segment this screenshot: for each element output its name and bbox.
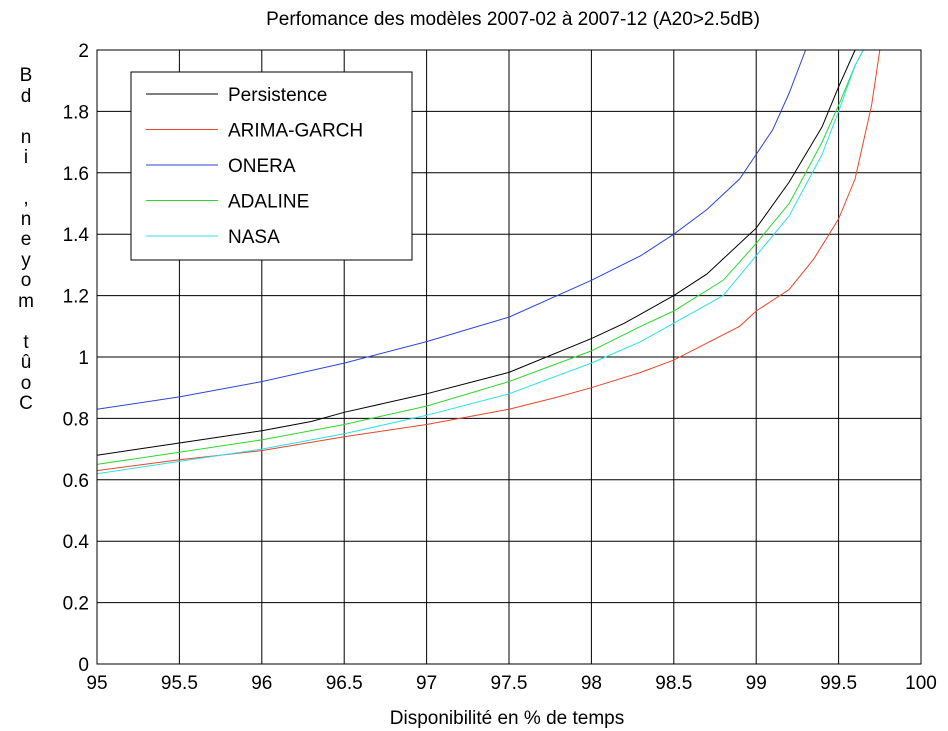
chart-title: Perfomance des modèles 2007-02 à 2007-12… — [266, 9, 760, 30]
series-line-persistence — [96, 49, 856, 456]
y-axis-label-glyph: B — [19, 65, 33, 86]
series-line-arima-garch — [96, 49, 881, 472]
y-tick-label: 1.4 — [63, 225, 90, 246]
legend-label: NASA — [228, 227, 280, 248]
y-tick-label: 0.6 — [63, 471, 89, 492]
legend: Persistence ARIMA-GARCH ONERA ADALINE NASA — [130, 71, 413, 261]
y-tick-label: 2 — [78, 41, 89, 62]
legend-box — [130, 71, 413, 261]
y-axis-label-glyph: n — [20, 126, 32, 148]
legend-label: ADALINE — [228, 192, 309, 213]
legend-label: ARIMA-GARCH — [228, 121, 363, 142]
plot-frame — [96, 49, 922, 665]
legend-label: Persistence — [228, 85, 327, 106]
y-axis-label-glyph: n — [20, 208, 32, 230]
y-axis-label-glyph: m — [18, 290, 34, 312]
x-tick-label: 96 — [251, 673, 272, 694]
y-tick-label: 1.8 — [63, 102, 89, 123]
x-axis-label: Disponibilité en % de temps — [390, 708, 624, 729]
y-tick-label: 1.6 — [63, 164, 89, 185]
x-tick-labels: 95 95.5 96 96.5 97 97.5 98 98.5 99 99.5 100 — [86, 673, 936, 694]
x-tick-label: 98.5 — [655, 673, 692, 694]
y-axis-label-glyph — [16, 107, 36, 128]
x-tick-label: 100 — [905, 673, 937, 694]
y-axis-label-glyph: C — [19, 393, 33, 414]
y-tick-label: 1.2 — [63, 287, 89, 308]
y-axis-label-glyph: , — [23, 188, 29, 209]
y-axis-label-glyph: e — [20, 229, 32, 250]
x-tick-label: 97.5 — [491, 673, 528, 694]
y-axis-label-glyph: y — [21, 249, 31, 271]
y-axis-label-glyph: o — [20, 372, 32, 394]
x-tick-label: 98 — [581, 673, 602, 694]
series-line-onera — [96, 49, 807, 410]
legend-items: Persistence ARIMA-GARCH ONERA ADALINE NASA — [146, 85, 363, 248]
y-tick-label: 0.4 — [63, 532, 90, 553]
y-tick-label: 0.8 — [63, 409, 89, 430]
y-axis-label-glyph: i — [23, 147, 29, 168]
y-axis-label-glyph — [16, 169, 36, 190]
y-axis-label-glyph — [16, 312, 36, 333]
y-axis-label-glyph: t — [23, 331, 29, 353]
y-tick-label: 0.2 — [63, 594, 89, 615]
x-tick-label: 96.5 — [326, 673, 363, 694]
y-tick-labels: 0 0.2 0.4 0.6 0.8 1 1.2 1.4 1.6 1.8 2 — [63, 41, 90, 676]
y-axis-label-glyph: o — [20, 270, 32, 291]
series-lines — [96, 49, 881, 475]
x-tick-label: 95.5 — [161, 673, 198, 694]
y-tick-label: 1 — [78, 348, 89, 369]
x-tick-label: 95 — [86, 673, 107, 694]
y-axis-label-glyph: d — [20, 85, 32, 107]
legend-label: ONERA — [228, 156, 296, 177]
y-tick-label: 0 — [78, 655, 89, 676]
series-line-nasa — [96, 49, 864, 475]
x-tick-label: 97 — [416, 673, 437, 694]
y-axis-label-glyph: û — [20, 352, 32, 373]
series-line-adaline — [96, 49, 864, 465]
x-tick-label: 99 — [746, 673, 767, 694]
x-tick-label: 99.5 — [820, 673, 857, 694]
